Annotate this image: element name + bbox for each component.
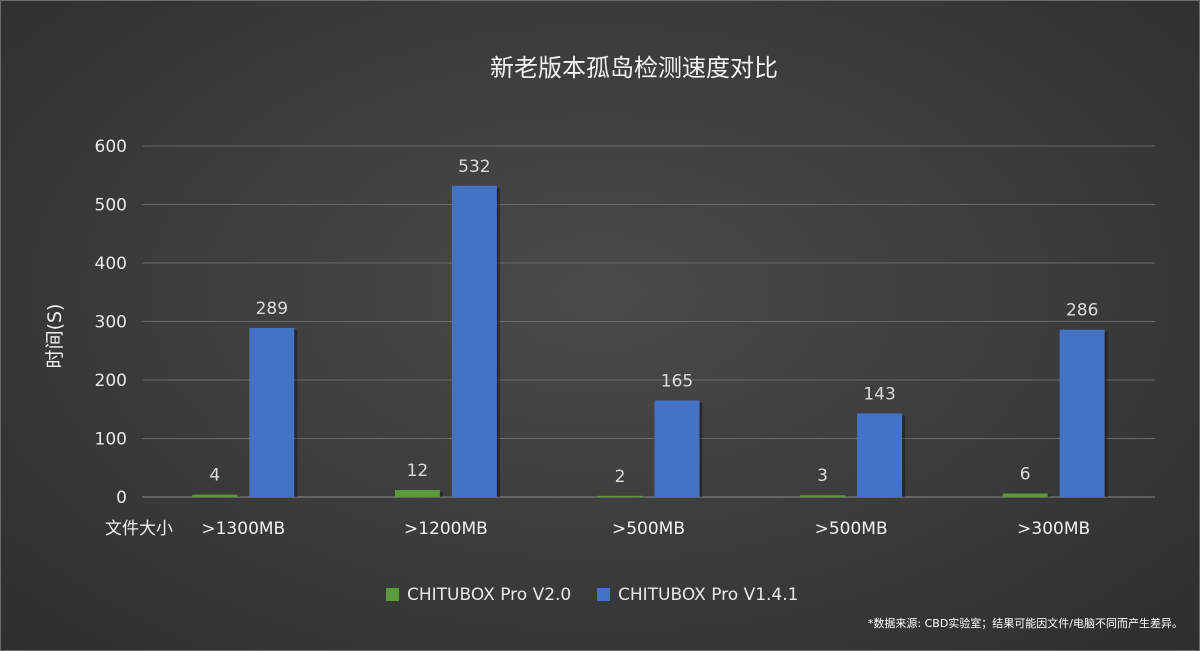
data-labels: 4 289 12 532 2 165 3 143 6 286 (209, 157, 1098, 487)
y-tick-label: 300 (95, 313, 127, 333)
footnote: *数据来源: CBD实验室；结果可能因文件/电脑不同而产生差异。 (868, 616, 1183, 630)
bar-v141 (654, 400, 700, 497)
bar-shadow (496, 187, 500, 497)
bar-shadow (1104, 331, 1108, 497)
data-label: 12 (407, 461, 429, 481)
data-label: 165 (661, 371, 693, 391)
y-axis-title: 时间(S) (44, 304, 66, 369)
bar-v2 (394, 489, 440, 497)
bar-v141 (451, 185, 497, 497)
bar-v2 (1002, 493, 1048, 497)
legend-swatch-1 (597, 588, 610, 601)
legend-swatch-0 (386, 588, 399, 601)
bar-shadow (1047, 495, 1051, 497)
y-tick-label: 400 (95, 254, 127, 274)
x-axis-categories: >1300MB >1200MB >500MB >500MB >300MB (201, 519, 1090, 539)
bar-shadow (439, 491, 443, 497)
y-tick-label: 600 (95, 137, 127, 157)
data-label: 286 (1066, 301, 1098, 321)
bar-v141 (1059, 329, 1105, 497)
bar-shadow (902, 415, 906, 497)
bar-shadow (294, 329, 298, 497)
bar-v2 (800, 495, 846, 497)
bar-shadow (699, 402, 703, 497)
y-tick-label: 0 (116, 488, 127, 508)
data-label: 2 (615, 467, 626, 487)
bar-v141 (249, 327, 295, 497)
x-category-label: >1200MB (404, 519, 488, 539)
bar-v2 (597, 495, 643, 497)
gridlines (142, 145, 1155, 498)
data-label: 6 (1020, 464, 1031, 484)
y-tick-label: 500 (95, 196, 127, 216)
legend-label-0: CHITUBOX Pro V2.0 (407, 585, 571, 605)
y-tick-label: 200 (95, 371, 127, 391)
x-category-label: >1300MB (201, 519, 285, 539)
bar-v2 (192, 494, 238, 497)
chart-title: 新老版本孤岛检测速度对比 (490, 54, 778, 82)
legend: CHITUBOX Pro V2.0 CHITUBOX Pro V1.4.1 (386, 585, 798, 605)
x-axis-title: 文件大小 (105, 519, 173, 539)
x-category-label: >500MB (815, 519, 888, 539)
data-label: 532 (458, 157, 490, 177)
data-label: 143 (863, 384, 895, 404)
y-tick-label: 100 (95, 430, 127, 450)
bar-v141 (857, 413, 903, 497)
x-category-label: >300MB (1017, 519, 1090, 539)
data-label: 3 (817, 466, 828, 486)
y-axis-ticks: 0 100 200 300 400 500 600 (95, 137, 127, 508)
data-label: 4 (209, 466, 220, 486)
bars (192, 185, 1108, 497)
legend-label-1: CHITUBOX Pro V1.4.1 (618, 585, 798, 605)
x-category-label: >500MB (612, 519, 685, 539)
data-label: 289 (256, 299, 288, 319)
